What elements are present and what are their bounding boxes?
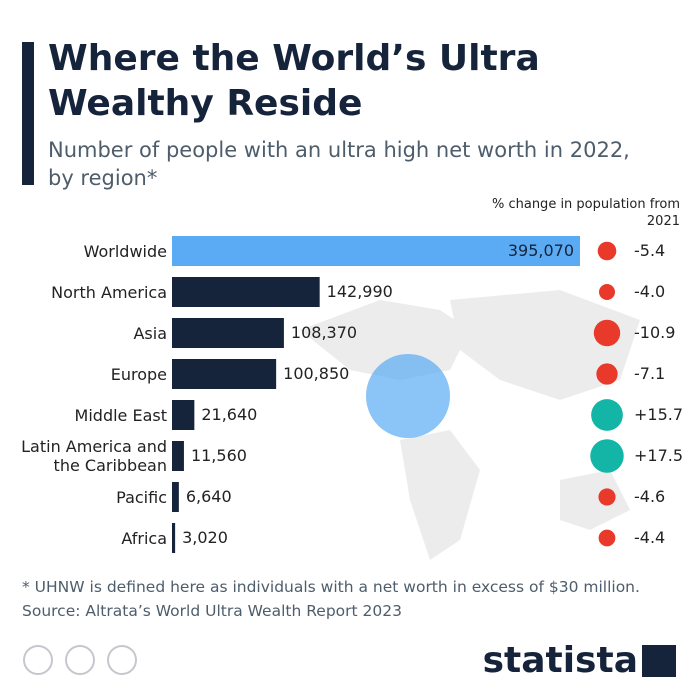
change-dot	[597, 241, 617, 261]
change-label: +17.5	[634, 446, 684, 465]
bar	[172, 359, 277, 389]
bar	[172, 482, 179, 512]
bar	[172, 523, 176, 553]
change-label: -5.4	[634, 241, 666, 260]
brand: statista	[482, 640, 638, 681]
change-dot	[598, 529, 616, 547]
value-label: 395,070	[507, 241, 574, 260]
category-label: North America	[51, 282, 167, 302]
value-label: 100,850	[283, 364, 350, 383]
bar	[172, 441, 184, 471]
change-dot	[590, 439, 624, 473]
change-label: -7.1	[634, 364, 666, 383]
value-label: 142,990	[326, 282, 393, 301]
category-label: Pacific	[116, 487, 167, 507]
change-label: -4.6	[634, 487, 666, 506]
category-label: Africa	[121, 528, 167, 548]
chart-subtitle: Number of people with an ultra high net …	[48, 138, 630, 190]
value-label: 6,640	[185, 487, 232, 506]
cc-icons	[23, 645, 137, 675]
chart-title: Where the World’s Ultra Wealthy Reside	[48, 38, 540, 124]
change-dot	[593, 319, 621, 347]
change-label: -10.9	[634, 323, 676, 342]
bar	[172, 400, 195, 430]
category-label: Europe	[110, 364, 167, 384]
category-label: Latin America and the Caribbean	[21, 437, 167, 475]
change-dot	[596, 363, 618, 385]
change-label: +15.7	[634, 405, 684, 424]
change-dot	[598, 488, 616, 506]
change-label: -4.4	[634, 528, 666, 547]
change-label: -4.0	[634, 282, 666, 301]
category-label: Worldwide	[83, 241, 167, 261]
value-label: 11,560	[190, 446, 247, 465]
change-dot	[591, 399, 623, 431]
value-label: 21,640	[201, 405, 258, 424]
source: Source: Altrata’s World Ultra Wealth Rep…	[22, 602, 402, 620]
change-dot	[599, 284, 615, 300]
bar	[172, 236, 580, 266]
value-label: 3,020	[182, 528, 228, 547]
footnote: * UHNW is defined here as individuals wi…	[22, 578, 640, 596]
bar	[172, 318, 284, 348]
category-label: Middle East	[74, 405, 167, 425]
logo-mark	[642, 645, 676, 677]
bar	[172, 277, 320, 307]
category-label: Asia	[133, 323, 167, 343]
change-header: % change in population from 2021	[491, 197, 680, 229]
value-label: 108,370	[290, 323, 358, 342]
decor-circle	[366, 354, 450, 438]
accent-bar	[22, 42, 34, 185]
